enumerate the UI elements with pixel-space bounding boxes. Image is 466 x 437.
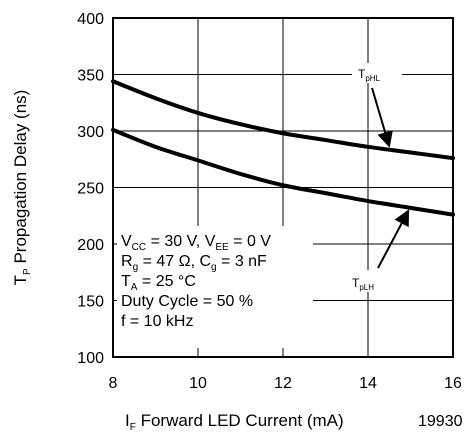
y-label-rest: Propagation Delay (ns) bbox=[11, 90, 30, 269]
condition-text: Duty Cycle = 50 % bbox=[121, 293, 253, 310]
x-label-rest: Forward LED Current (mA) bbox=[136, 411, 344, 430]
condition-subscript: EE bbox=[215, 242, 229, 253]
condition-line: f = 10 kHz bbox=[121, 313, 193, 330]
curves bbox=[111, 79, 455, 217]
condition-text: f = 10 kHz bbox=[121, 313, 193, 330]
y-tick-label: 200 bbox=[77, 237, 104, 254]
x-label-sub: F bbox=[130, 422, 136, 433]
y-label-main: T bbox=[11, 275, 30, 285]
y-tick-label: 100 bbox=[77, 350, 104, 367]
y-label-sub: P bbox=[22, 268, 33, 275]
condition-subscript: CC bbox=[132, 242, 146, 253]
test-conditions: VCC = 30 V, VEE = 0 VRg = 47 Ω, Cg = 3 n… bbox=[121, 233, 271, 330]
y-tick-label: 400 bbox=[77, 11, 104, 28]
tick-labels: 8 10 12 14 16 100 150 200 250 300 350 400 bbox=[77, 11, 462, 392]
arrow-tphl bbox=[371, 87, 393, 148]
label-main: T bbox=[358, 67, 366, 81]
label-main: T bbox=[352, 276, 360, 290]
condition-line: Duty Cycle = 50 % bbox=[121, 293, 253, 310]
conditions-box bbox=[117, 226, 313, 348]
condition-subscript: g bbox=[133, 262, 139, 273]
y-tick-label: 150 bbox=[77, 294, 104, 311]
plot-frame bbox=[112, 17, 454, 358]
y-tick-label: 250 bbox=[77, 181, 104, 198]
y-tick-label: 350 bbox=[77, 68, 104, 85]
series-line-tphl bbox=[111, 79, 455, 161]
label-bg-tplh bbox=[346, 270, 396, 292]
condition-line: TA = 25 °C bbox=[121, 273, 196, 293]
y-axis-label: TP Propagation Delay (ns) bbox=[11, 90, 33, 286]
curve-label-tplh: TpLH bbox=[352, 276, 374, 292]
label-sub: pHL bbox=[365, 74, 380, 83]
y-tick-label: 300 bbox=[77, 124, 104, 141]
x-tick-label: 16 bbox=[444, 375, 462, 392]
figure-id: 19930 bbox=[418, 413, 463, 430]
condition-text: R bbox=[121, 253, 133, 270]
label-sub: pLH bbox=[359, 283, 374, 292]
condition-text: = 25 °C bbox=[137, 273, 195, 290]
x-tick-label: 14 bbox=[359, 375, 377, 392]
arrow-tplh bbox=[377, 209, 410, 269]
condition-text: = 47 Ω, C bbox=[138, 253, 211, 270]
curve-label-tphl: TpHL bbox=[358, 67, 381, 83]
condition-text: V bbox=[121, 233, 132, 250]
condition-text: = 0 V bbox=[229, 233, 272, 250]
condition-text: = 30 V, V bbox=[146, 233, 216, 250]
label-bg-tphl bbox=[352, 63, 402, 83]
condition-text: T bbox=[121, 273, 131, 290]
x-label-main: I bbox=[125, 411, 130, 430]
condition-subscript: g bbox=[211, 262, 217, 273]
x-tick-label: 12 bbox=[274, 375, 292, 392]
condition-line: Rg = 47 Ω, Cg = 3 nF bbox=[121, 253, 267, 273]
series-line-tplh bbox=[111, 127, 455, 217]
condition-subscript: A bbox=[131, 282, 138, 293]
condition-line: VCC = 30 V, VEE = 0 V bbox=[121, 233, 271, 253]
x-axis-label: IF Forward LED Current (mA) bbox=[125, 411, 344, 433]
x-tick-label: 8 bbox=[109, 375, 118, 392]
condition-text: = 3 nF bbox=[217, 253, 267, 270]
x-tick-label: 10 bbox=[189, 375, 207, 392]
